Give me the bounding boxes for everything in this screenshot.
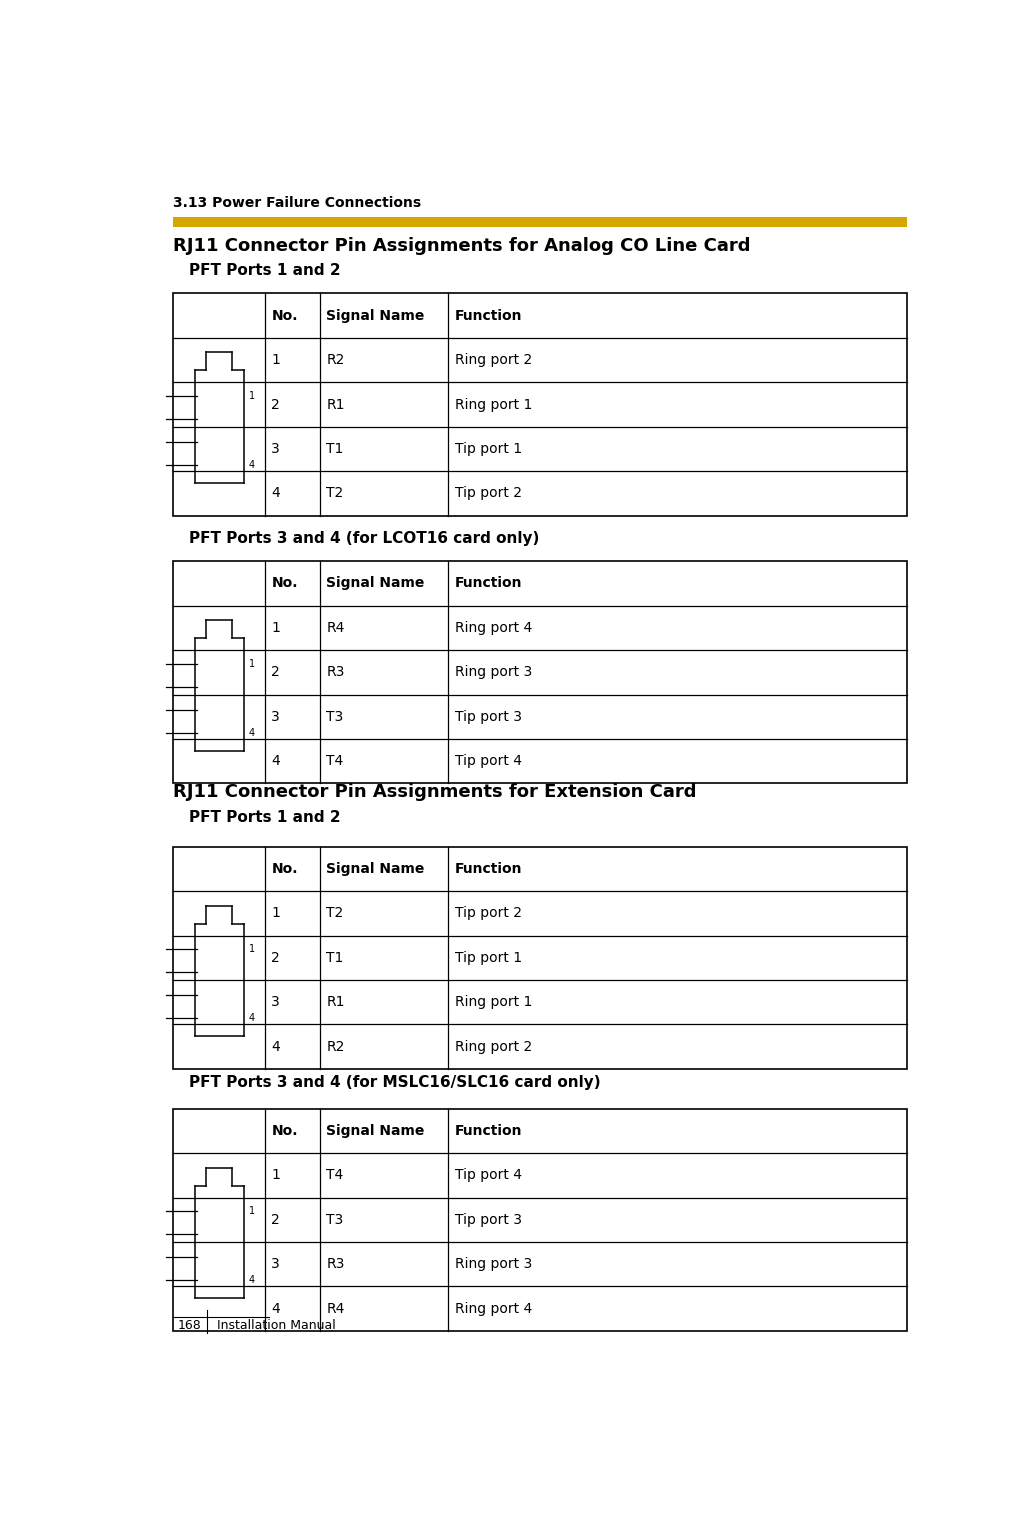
Text: Ring port 1: Ring port 1 xyxy=(455,995,533,1009)
Text: Ring port 2: Ring port 2 xyxy=(455,352,531,368)
Text: No.: No. xyxy=(271,577,298,591)
Text: 1: 1 xyxy=(248,659,254,668)
Text: 4: 4 xyxy=(271,486,280,500)
Text: Tip port 1: Tip port 1 xyxy=(455,951,522,965)
Text: Function: Function xyxy=(455,308,522,322)
Text: R4: R4 xyxy=(327,1302,344,1315)
Text: T2: T2 xyxy=(327,907,343,921)
Text: Ring port 1: Ring port 1 xyxy=(455,398,533,412)
Text: Signal Name: Signal Name xyxy=(327,861,425,876)
Text: Tip port 2: Tip port 2 xyxy=(455,907,522,921)
Bar xyxy=(174,846,907,1069)
Text: 3: 3 xyxy=(271,1258,280,1271)
Text: PFT Ports 1 and 2: PFT Ports 1 and 2 xyxy=(189,263,341,278)
Text: Tip port 4: Tip port 4 xyxy=(455,1168,522,1182)
Text: R2: R2 xyxy=(327,1039,344,1054)
Text: 1: 1 xyxy=(271,1168,280,1182)
Text: 3: 3 xyxy=(271,442,280,456)
Text: 1: 1 xyxy=(248,1206,254,1217)
Text: 4: 4 xyxy=(271,1039,280,1054)
Text: 4: 4 xyxy=(248,728,254,738)
Text: Function: Function xyxy=(455,577,522,591)
Text: 168: 168 xyxy=(178,1318,201,1332)
Text: Function: Function xyxy=(455,1124,522,1138)
Text: Function: Function xyxy=(455,861,522,876)
Text: 4: 4 xyxy=(248,1013,254,1024)
Text: R2: R2 xyxy=(327,352,344,368)
Text: Tip port 4: Tip port 4 xyxy=(455,755,522,769)
Text: Ring port 4: Ring port 4 xyxy=(455,621,531,635)
Bar xyxy=(174,217,907,226)
Bar xyxy=(174,1109,907,1331)
Text: T3: T3 xyxy=(327,1212,343,1227)
Text: 4: 4 xyxy=(248,460,254,471)
Text: Installation Manual: Installation Manual xyxy=(217,1318,336,1332)
Text: 2: 2 xyxy=(271,665,280,679)
Text: R1: R1 xyxy=(327,995,345,1009)
Text: R3: R3 xyxy=(327,1258,344,1271)
Text: 3.13 Power Failure Connections: 3.13 Power Failure Connections xyxy=(174,196,422,210)
Text: No.: No. xyxy=(271,308,298,322)
Text: Signal Name: Signal Name xyxy=(327,577,425,591)
Text: Ring port 3: Ring port 3 xyxy=(455,1258,531,1271)
Text: Tip port 2: Tip port 2 xyxy=(455,486,522,500)
Text: R1: R1 xyxy=(327,398,345,412)
Text: 1: 1 xyxy=(271,907,280,921)
Text: 4: 4 xyxy=(271,1302,280,1315)
Text: RJ11 Connector Pin Assignments for Analog CO Line Card: RJ11 Connector Pin Assignments for Analo… xyxy=(174,237,751,255)
Text: 1: 1 xyxy=(271,621,280,635)
Text: 2: 2 xyxy=(271,1212,280,1227)
Text: 2: 2 xyxy=(271,951,280,965)
Text: R3: R3 xyxy=(327,665,344,679)
Text: 4: 4 xyxy=(248,1276,254,1285)
Text: 1: 1 xyxy=(248,945,254,954)
Text: No.: No. xyxy=(271,1124,298,1138)
Text: T1: T1 xyxy=(327,951,343,965)
Text: 1: 1 xyxy=(248,390,254,401)
Text: Tip port 1: Tip port 1 xyxy=(455,442,522,456)
Text: 3: 3 xyxy=(271,709,280,723)
Bar xyxy=(174,561,907,784)
Text: Signal Name: Signal Name xyxy=(327,1124,425,1138)
Text: Signal Name: Signal Name xyxy=(327,308,425,322)
Text: T1: T1 xyxy=(327,442,343,456)
Text: 2: 2 xyxy=(271,398,280,412)
Text: T4: T4 xyxy=(327,1168,343,1182)
Text: R4: R4 xyxy=(327,621,344,635)
Text: Ring port 4: Ring port 4 xyxy=(455,1302,531,1315)
Text: Tip port 3: Tip port 3 xyxy=(455,709,522,723)
Text: T4: T4 xyxy=(327,755,343,769)
Text: 4: 4 xyxy=(271,755,280,769)
Text: No.: No. xyxy=(271,861,298,876)
Text: Ring port 2: Ring port 2 xyxy=(455,1039,531,1054)
Text: PFT Ports 3 and 4 (for LCOT16 card only): PFT Ports 3 and 4 (for LCOT16 card only) xyxy=(189,530,540,545)
Text: T3: T3 xyxy=(327,709,343,723)
Text: PFT Ports 1 and 2: PFT Ports 1 and 2 xyxy=(189,810,341,825)
Text: Ring port 3: Ring port 3 xyxy=(455,665,531,679)
Text: RJ11 Connector Pin Assignments for Extension Card: RJ11 Connector Pin Assignments for Exten… xyxy=(174,784,697,802)
Text: T2: T2 xyxy=(327,486,343,500)
Text: 1: 1 xyxy=(271,352,280,368)
Bar xyxy=(174,293,907,515)
Text: PFT Ports 3 and 4 (for MSLC16/SLC16 card only): PFT Ports 3 and 4 (for MSLC16/SLC16 card… xyxy=(189,1075,601,1089)
Text: 3: 3 xyxy=(271,995,280,1009)
Text: Tip port 3: Tip port 3 xyxy=(455,1212,522,1227)
